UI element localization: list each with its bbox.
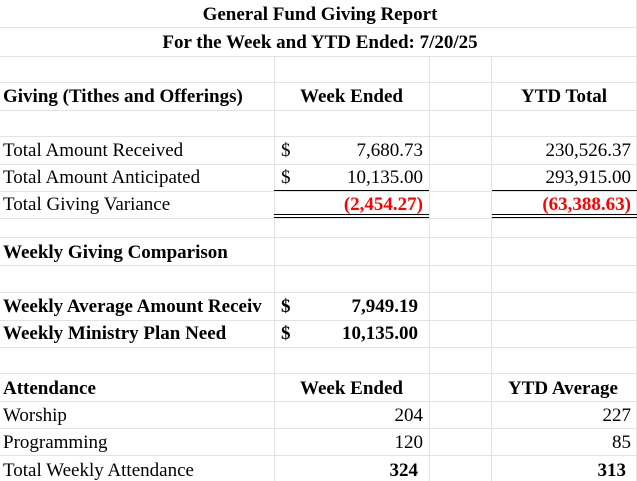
gridline (0, 110, 637, 111)
gridline (429, 56, 430, 481)
gridline (0, 27, 637, 28)
double-underline (274, 214, 429, 215)
attendance-week-value: 204 (394, 405, 424, 426)
giving-variance-ytd: (63,388.63) (542, 194, 631, 215)
giving-variance-week: (2,454.27) (343, 194, 423, 215)
currency-symbol: $ (281, 140, 291, 161)
gridline (0, 191, 637, 192)
double-underline (492, 214, 637, 215)
comparison-header: Weekly Giving Comparison (3, 242, 228, 263)
gridline (0, 373, 637, 374)
attendance-col-ytd: YTD Average (508, 378, 618, 399)
giving-row-label: Total Giving Variance (3, 194, 171, 215)
giving-row-label: Total Amount Anticipated (3, 167, 201, 188)
gridline (0, 164, 637, 165)
attendance-col-week: Week Ended (300, 378, 403, 399)
comparison-value: 7,949.19 (351, 296, 419, 317)
gridline (0, 455, 637, 456)
gridline (0, 428, 637, 429)
sum-underline (492, 190, 637, 191)
gridline (0, 347, 637, 348)
gridline (274, 56, 275, 481)
giving-ytd-value: 230,526.37 (545, 140, 632, 161)
comparison-row-label: Weekly Ministry Plan Need (3, 323, 227, 344)
double-underline (492, 217, 637, 218)
gridline (0, 265, 637, 266)
attendance-ytd-value: 85 (612, 432, 631, 453)
gridline (0, 136, 637, 137)
attendance-row-label: Programming (3, 432, 108, 453)
gridline (0, 292, 637, 293)
gridline (0, 237, 637, 238)
currency-symbol: $ (281, 323, 291, 344)
attendance-header: Attendance (3, 378, 96, 399)
giving-header: Giving (Tithes and Offerings) (3, 86, 243, 107)
attendance-row-label: Worship (3, 405, 67, 426)
currency-symbol: $ (281, 167, 291, 188)
gridline (0, 401, 637, 402)
comparison-row-label: Weekly Average Amount Receiv (3, 297, 262, 316)
giving-ytd-value: 293,915.00 (545, 167, 632, 188)
report-title: General Fund Giving Report (202, 4, 438, 25)
gridline (0, 218, 637, 219)
attendance-ytd-value: 227 (602, 405, 632, 426)
giving-col-week: Week Ended (300, 86, 403, 107)
giving-row-label: Total Amount Received (3, 140, 184, 161)
comparison-value: 10,135.00 (342, 323, 418, 344)
giving-week-value: 7,680.73 (356, 140, 424, 161)
gridline (0, 320, 637, 321)
gridline (491, 56, 492, 481)
attendance-row-label: Total Weekly Attendance (3, 460, 194, 481)
double-underline (274, 217, 429, 218)
attendance-ytd-total: 313 (597, 460, 627, 481)
gridline (0, 56, 637, 57)
sum-underline (274, 190, 429, 191)
giving-week-value: 10,135.00 (347, 167, 423, 188)
attendance-week-total: 324 (389, 460, 419, 481)
currency-symbol: $ (281, 296, 291, 317)
report-subtitle: For the Week and YTD Ended: 7/20/25 (162, 32, 478, 53)
giving-col-ytd: YTD Total (521, 86, 608, 107)
attendance-week-value: 120 (394, 432, 424, 453)
gridline (0, 82, 637, 83)
